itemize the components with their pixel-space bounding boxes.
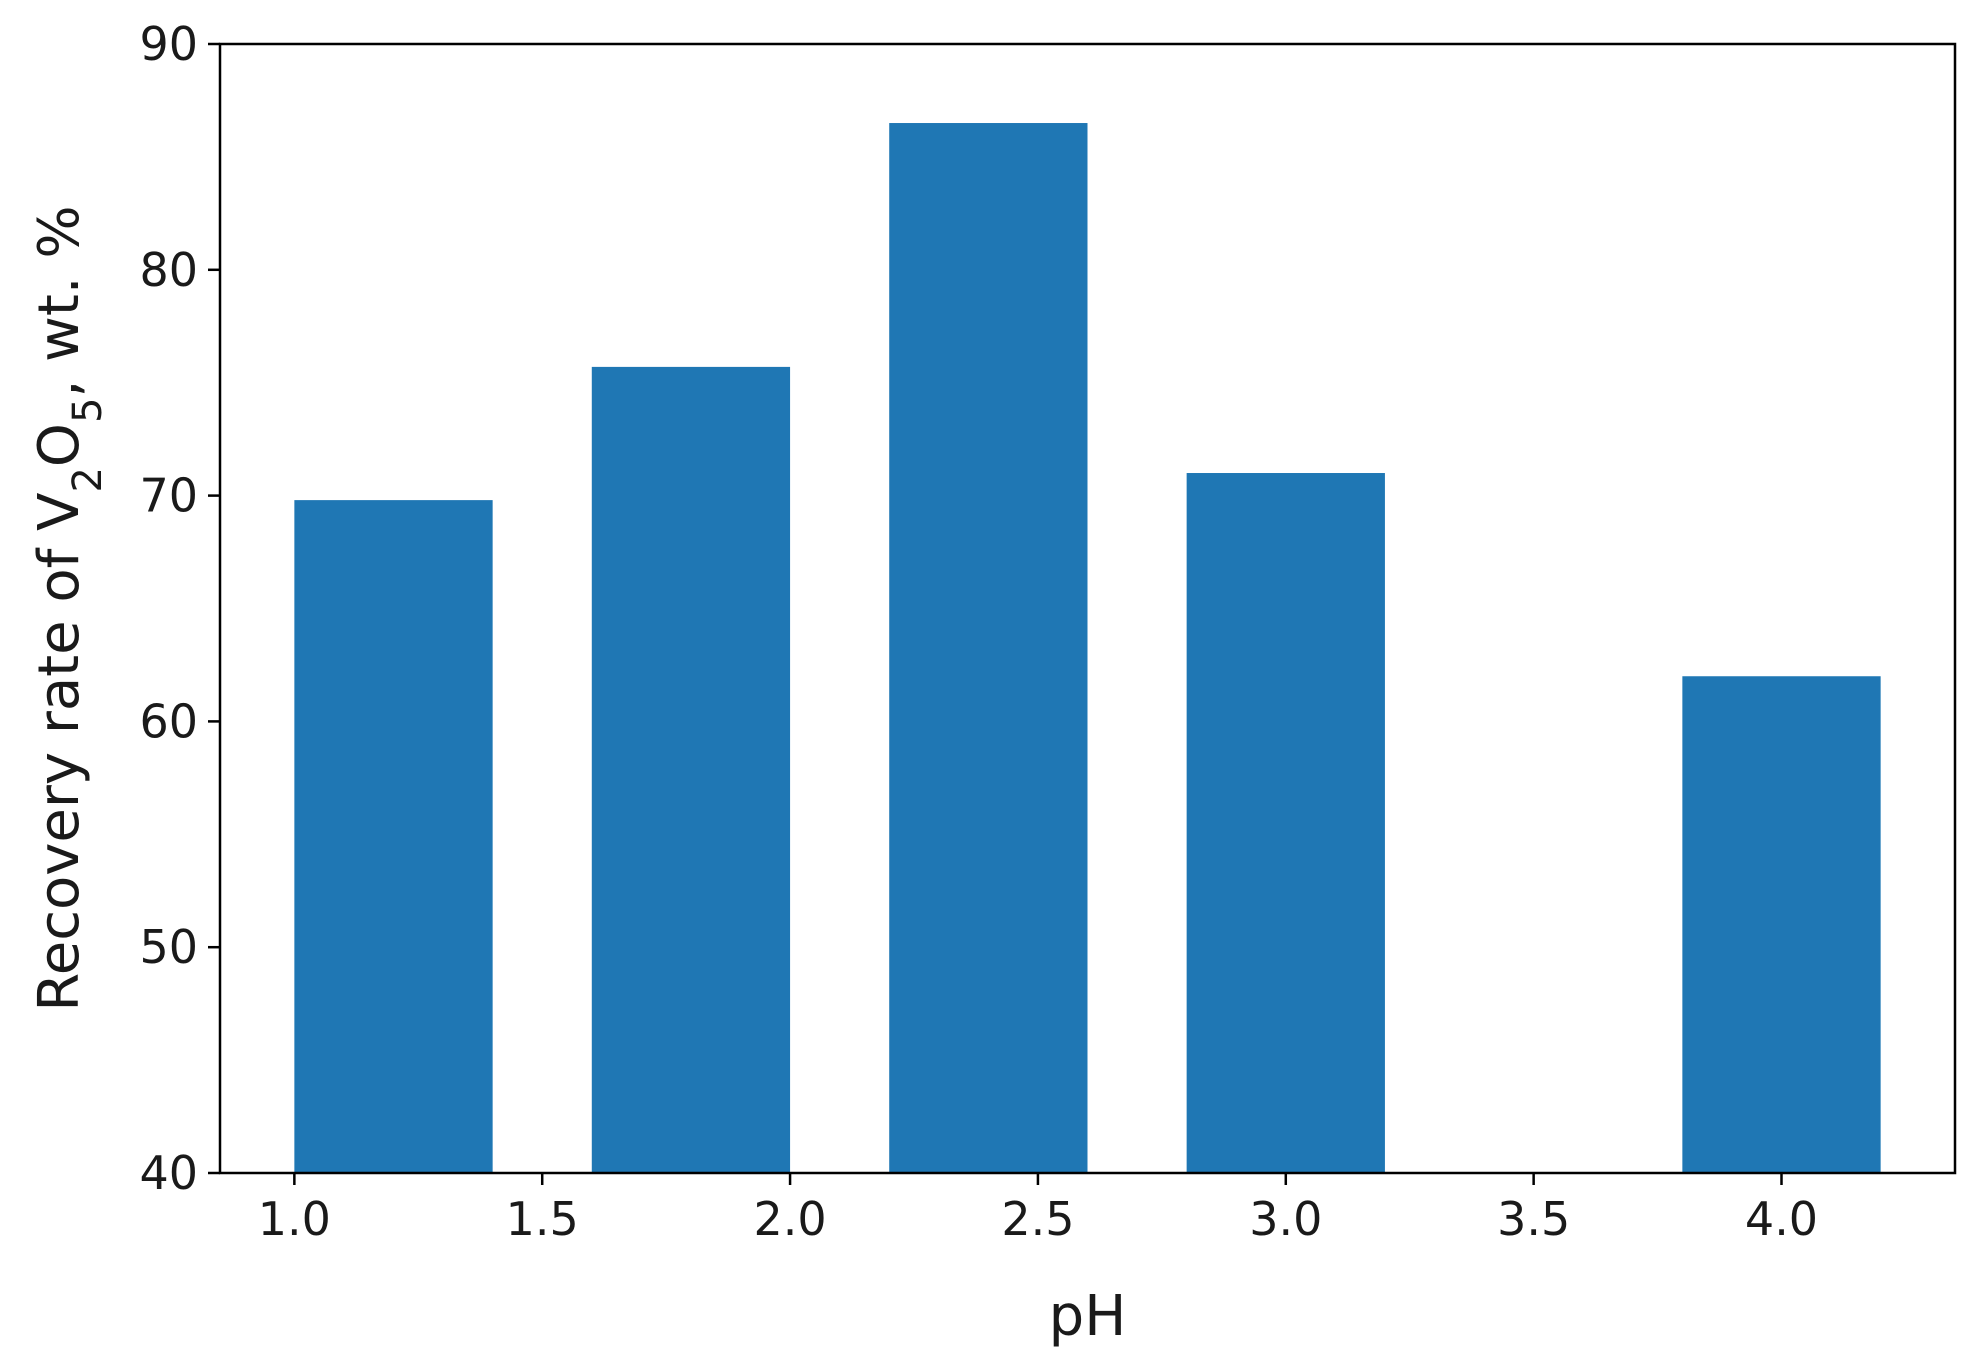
x-tick-label: 4.0 <box>1745 1192 1818 1246</box>
bar-4 <box>1682 676 1881 1173</box>
bars-group <box>294 123 1881 1174</box>
x-tick-label: 1.5 <box>506 1192 579 1246</box>
bar-1 <box>591 366 791 1173</box>
y-tick-label: 80 <box>139 243 198 297</box>
y-tick-label: 70 <box>139 469 198 523</box>
bar-2 <box>889 123 1088 1173</box>
y-axis-label-sub1: 2 <box>65 467 111 492</box>
x-tick-label: 3.5 <box>1497 1192 1570 1246</box>
y-axis-label: Recovery rate of V2O5, wt. % <box>27 205 111 1011</box>
y-tick-label: 50 <box>139 920 198 974</box>
y-axis-label-suffix: , wt. % <box>27 205 92 397</box>
y-tick-label: 90 <box>139 17 198 71</box>
y-tick-label: 40 <box>139 1146 198 1200</box>
y-axis-label-prefix: Recovery rate of V <box>27 493 92 1012</box>
y-axis-label-mid: O <box>27 423 92 467</box>
y-tick-label: 60 <box>139 694 198 748</box>
x-tick-label: 2.0 <box>753 1192 826 1246</box>
y-axis: 40 50 60 70 80 90 <box>139 17 220 1200</box>
x-axis: 1.0 1.5 2.0 2.5 3.0 3.5 4.0 <box>258 1173 1818 1246</box>
x-axis-label: pH <box>1049 1284 1127 1349</box>
bar-3 <box>1186 473 1385 1173</box>
bar-0 <box>294 500 493 1174</box>
y-axis-label-sub2: 5 <box>65 398 111 423</box>
x-tick-label: 3.0 <box>1249 1192 1322 1246</box>
plot-frame <box>218 42 1957 1175</box>
x-tick-label: 2.5 <box>1001 1192 1074 1246</box>
x-tick-label: 1.0 <box>258 1192 331 1246</box>
